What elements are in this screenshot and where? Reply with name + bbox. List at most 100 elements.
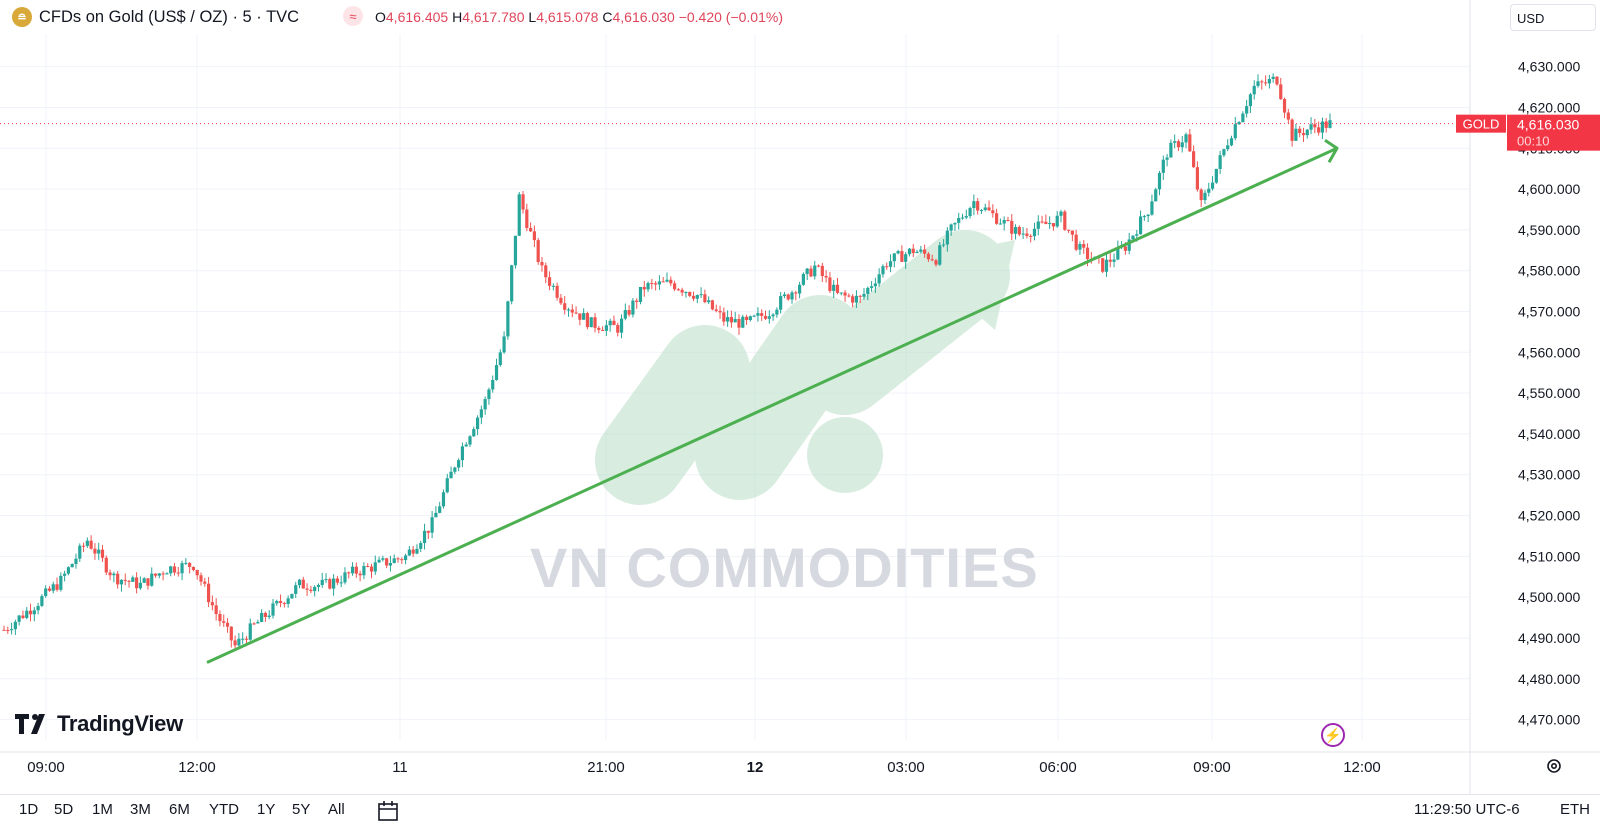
candle [1305, 128, 1309, 139]
candle [502, 331, 506, 354]
candle [146, 578, 150, 590]
candle [116, 571, 120, 589]
candle [1324, 118, 1328, 133]
candle [654, 281, 658, 291]
approx-icon[interactable]: ≈ [343, 6, 363, 26]
candle [979, 208, 984, 214]
candle [40, 594, 44, 608]
session-toggle[interactable]: ETH [1560, 801, 1590, 818]
candle [339, 575, 343, 588]
candle [1320, 117, 1325, 140]
candle [669, 276, 673, 287]
candle [1245, 99, 1249, 118]
candle [112, 571, 116, 583]
settings-gear-icon[interactable] [1544, 756, 1564, 776]
clock-readout[interactable]: 11:29:50 UTC-6 [1414, 801, 1520, 818]
candle [737, 314, 741, 335]
candle [801, 272, 805, 286]
candle [805, 267, 809, 281]
candle [1025, 228, 1029, 239]
candle [483, 396, 487, 415]
change-value: −0.420 (−0.01%) [678, 9, 783, 25]
lightning-icon[interactable]: ⚡ [1321, 723, 1345, 747]
range-ytd[interactable]: YTD [209, 801, 239, 818]
candle [1176, 139, 1181, 151]
candle [1286, 108, 1290, 124]
candle [381, 555, 385, 562]
candle [460, 442, 465, 468]
candle [396, 557, 400, 563]
range-1y[interactable]: 1Y [257, 801, 276, 818]
candle [547, 271, 552, 291]
range-6m[interactable]: 6M [169, 801, 190, 818]
candle [775, 307, 779, 318]
candle [278, 594, 283, 608]
gold-bar-icon: ≘ [12, 7, 32, 27]
candle [892, 253, 896, 268]
candle [616, 322, 620, 337]
currency-select[interactable]: USD [1510, 4, 1596, 31]
range-all[interactable]: All [328, 801, 345, 818]
candle [142, 577, 146, 584]
candle [9, 622, 14, 635]
candle [862, 288, 866, 300]
candle [676, 288, 680, 291]
candle [991, 204, 995, 218]
candle [574, 306, 578, 315]
y-tick-label: 4,590.000 [1518, 222, 1580, 238]
candle [47, 586, 52, 592]
candle [108, 569, 112, 581]
tradingview-logo[interactable]: TradingView [15, 711, 183, 737]
candle [282, 601, 286, 608]
candle [600, 326, 605, 332]
candle [479, 405, 483, 425]
range-1m[interactable]: 1M [92, 801, 113, 818]
time-axis: 09:00 12:00 11 21:00 12 03:00 06:00 09:00 12:00 [0, 751, 1600, 776]
candle [400, 557, 404, 564]
candle [1101, 258, 1105, 274]
calendar-goto-icon[interactable] [376, 799, 400, 823]
symbol-title[interactable]: CFDs on Gold (US$ / OZ) · 5 · TVC [39, 8, 300, 26]
range-5y[interactable]: 5Y [292, 801, 311, 818]
candle [608, 318, 612, 332]
candle [529, 222, 533, 232]
x-tick-label: 09:00 [27, 759, 65, 776]
candle [589, 317, 593, 328]
candle [907, 247, 912, 257]
candle [506, 300, 510, 340]
y-tick-label: 4,510.000 [1518, 548, 1580, 564]
range-3m[interactable]: 3M [130, 801, 151, 818]
candle [1108, 253, 1112, 268]
bottom-toolbar: 1D 5D 1M 3M 6M YTD 1Y 5Y All 11:29:50 UT… [0, 794, 1600, 827]
candle [593, 313, 597, 333]
candle [665, 272, 669, 283]
candle [733, 311, 737, 323]
candle [256, 619, 260, 624]
candle [559, 293, 563, 306]
range-1d[interactable]: 1D [19, 801, 39, 818]
candle [176, 566, 180, 577]
candle [688, 291, 692, 298]
candle [820, 262, 824, 282]
candle [6, 626, 10, 634]
candle [184, 558, 188, 566]
candles [0, 73, 1470, 650]
range-5d[interactable]: 5D [54, 801, 74, 818]
tradingview-logo-text: TradingView [57, 711, 183, 736]
candle [233, 635, 237, 649]
candle [642, 280, 646, 297]
candle [127, 579, 131, 588]
candle [1002, 216, 1006, 231]
candle [1184, 132, 1188, 149]
symbol-tag-label: GOLD [1463, 117, 1500, 132]
candle [866, 286, 870, 301]
candle [752, 314, 756, 318]
candle [123, 573, 127, 586]
candle [923, 244, 927, 258]
candle [672, 280, 677, 292]
candle [1082, 240, 1086, 254]
y-tick-label: 4,600.000 [1518, 181, 1580, 197]
candle [957, 212, 961, 230]
candle [707, 296, 711, 304]
